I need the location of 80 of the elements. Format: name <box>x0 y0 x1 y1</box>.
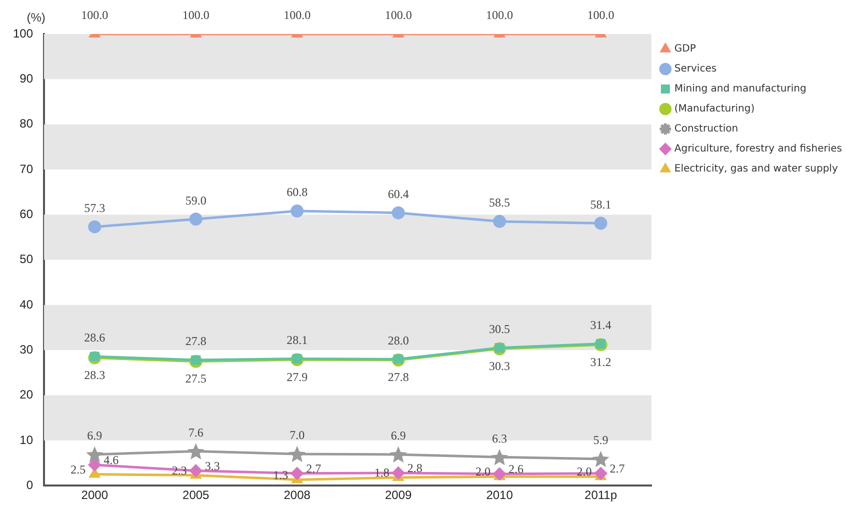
data-label: 59.0 <box>185 193 206 208</box>
y-tick-label: 20 <box>20 388 34 402</box>
point <box>290 466 304 480</box>
data-label: 2.7 <box>610 462 625 476</box>
legend-label: Services <box>674 64 717 75</box>
x-tick-label: 2005 <box>182 488 210 502</box>
data-label: 100.0 <box>384 8 412 22</box>
data-label: 30.3 <box>489 358 510 373</box>
point <box>288 446 306 462</box>
point <box>490 449 508 466</box>
data-label: 6.3 <box>492 431 508 446</box>
data-label: 28.6 <box>84 330 106 345</box>
point <box>392 466 405 480</box>
point <box>189 464 202 478</box>
point <box>594 466 608 480</box>
x-tick-label: 2010 <box>486 488 514 502</box>
y-tick-label: 50 <box>20 252 34 266</box>
point <box>493 214 506 228</box>
x-tick-label: 2009 <box>384 488 412 502</box>
y-tick-label: 30 <box>20 342 34 356</box>
data-label: 2.8 <box>407 461 422 476</box>
data-label: 7.6 <box>188 425 204 440</box>
data-label: 100.0 <box>81 8 108 22</box>
data-label: 30.5 <box>489 322 510 336</box>
data-label: 2.5 <box>70 462 86 476</box>
data-label: 27.8 <box>388 370 409 384</box>
data-label: 28.0 <box>388 333 409 348</box>
legend-label: GDP <box>674 44 696 55</box>
data-label: 58.5 <box>489 196 510 210</box>
data-label: 57.3 <box>84 200 106 215</box>
y-tick-label: 100 <box>12 26 34 40</box>
point <box>290 204 304 218</box>
point <box>392 206 405 220</box>
data-label: 100.0 <box>182 8 210 22</box>
point <box>594 216 608 230</box>
point <box>86 446 104 463</box>
data-label: 27.5 <box>185 372 206 386</box>
point <box>187 443 204 460</box>
data-label: 60.4 <box>388 186 409 201</box>
data-label: 31.2 <box>590 354 612 369</box>
y-tick-label: 90 <box>20 71 34 86</box>
data-label: 31.4 <box>590 318 612 332</box>
x-tick-label: 2011p <box>584 488 618 502</box>
data-label: 6.9 <box>390 428 406 443</box>
legend-label: Construction <box>674 124 738 135</box>
y-tick-label: 0 <box>26 478 34 492</box>
data-label: 100.0 <box>284 8 311 22</box>
x-tick-label: 2008 <box>284 488 311 502</box>
data-label: 2.7 <box>306 462 322 476</box>
data-label: 28.3 <box>84 368 106 382</box>
legend-label: Agriculture, forestry and fisheries <box>674 144 842 155</box>
data-label: 2.6 <box>508 462 524 476</box>
data-label: 7.0 <box>290 428 305 442</box>
point <box>493 467 506 480</box>
point <box>189 212 202 226</box>
data-label: 58.1 <box>590 197 612 212</box>
y-tick-label: 10 <box>20 432 34 447</box>
y-tick-label: 80 <box>20 116 34 131</box>
point <box>88 220 102 234</box>
data-label: 100.0 <box>587 8 614 22</box>
y-axis-title: (%) <box>26 10 46 24</box>
point <box>592 450 610 468</box>
x-tick-label: 2000 <box>81 488 108 502</box>
data-label: 27.9 <box>286 370 308 384</box>
data-label: 4.6 <box>104 452 119 467</box>
legend-label: Mining and manufacturing <box>674 84 806 95</box>
data-label: 28.1 <box>286 332 308 347</box>
legend-label: (Manufacturing) <box>674 104 755 115</box>
point <box>390 446 407 463</box>
legend-label: Electricity, gas and water supply <box>674 164 838 175</box>
y-tick-label: 70 <box>20 162 34 176</box>
data-label: 27.8 <box>185 334 206 348</box>
data-label: 60.8 <box>286 185 308 200</box>
point <box>88 458 102 472</box>
data-label: 6.9 <box>87 428 102 443</box>
y-tick-label: 40 <box>20 297 34 312</box>
data-label: 5.9 <box>593 433 608 448</box>
y-tick-label: 60 <box>20 206 34 221</box>
data-label: 3.3 <box>204 458 220 473</box>
data-label: 100.0 <box>486 8 514 22</box>
